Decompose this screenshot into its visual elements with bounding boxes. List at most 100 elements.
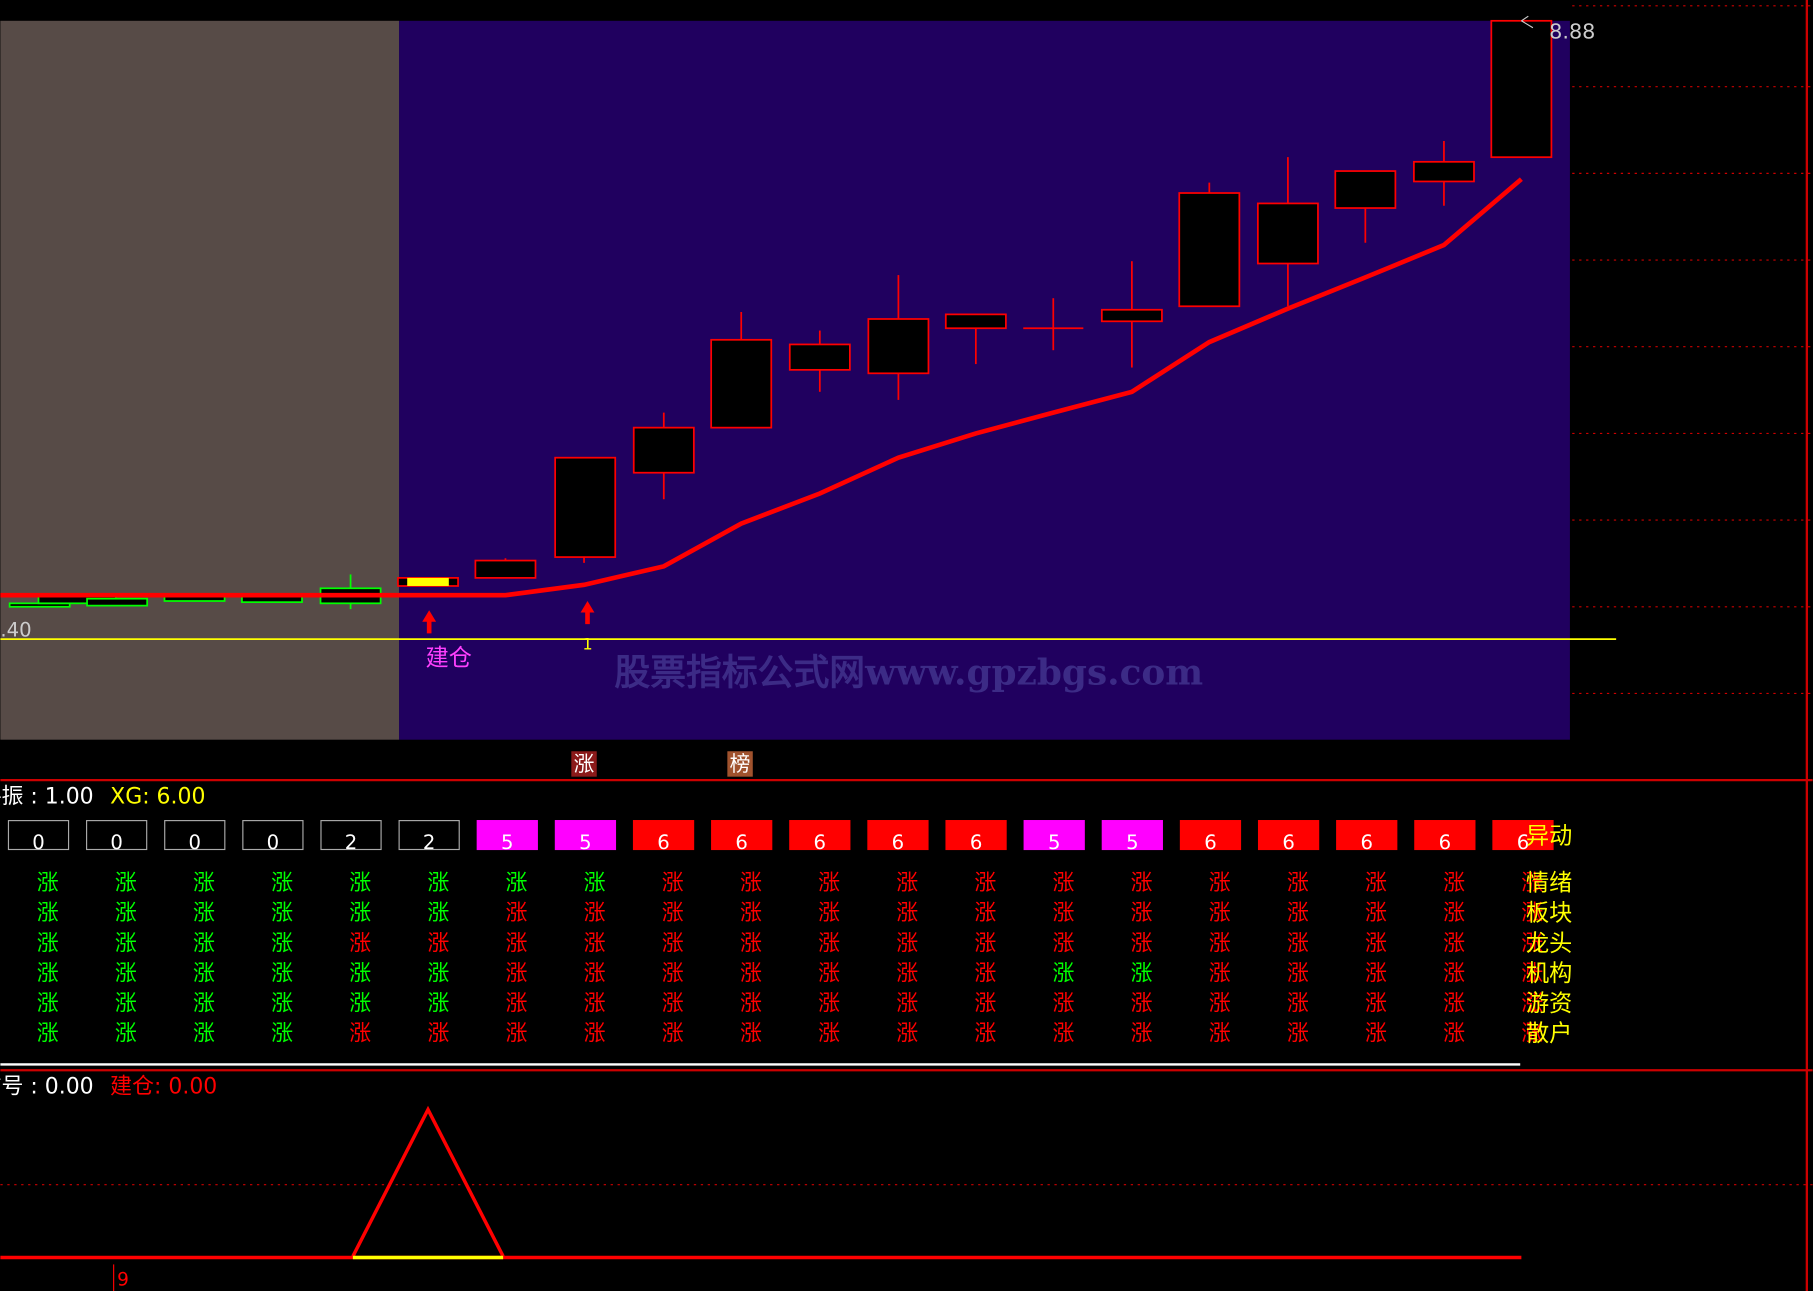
score-box [1023,820,1085,851]
score-box [554,820,617,851]
cell: 涨 [662,931,684,956]
cell: 涨 [427,901,449,926]
cell: 涨 [1287,1021,1309,1046]
moving-average [0,177,1523,598]
cell: 涨 [193,1021,215,1046]
score: 6 [1282,831,1295,854]
score: 6 [657,831,670,854]
score: 5 [1048,831,1061,854]
cell: 涨 [896,931,918,956]
cell: 涨 [1521,931,1543,956]
score-box [476,820,538,851]
score-box [1492,820,1554,851]
score-box [1336,820,1398,851]
cell: 涨 [37,931,59,956]
indicator-header: 共振 : 1.00 [0,784,94,809]
score-box [867,820,929,851]
cell: 涨 [584,1021,606,1046]
cell: 涨 [818,961,840,986]
score-box [1257,820,1320,851]
score: 5 [579,831,592,854]
axis-grid [0,5,1813,1186]
buy-arrow [422,610,437,634]
cell: 涨 [818,871,840,896]
cell: 涨 [662,991,684,1016]
cell: 涨 [584,871,606,896]
cell: 涨 [1443,1021,1465,1046]
score-box [632,820,695,851]
tag: 榜 [730,752,751,776]
cell: 涨 [740,1021,762,1046]
score-box [164,820,226,851]
cell: 涨 [506,961,528,986]
cell: 涨 [974,991,996,1016]
cell: 涨 [1209,871,1231,896]
cell: 涨 [349,1021,371,1046]
score: 6 [1204,831,1217,854]
row-label: 龙头 [1526,931,1572,957]
cell: 涨 [974,931,996,956]
cell: 涨 [1131,871,1153,896]
score-box [1414,820,1476,851]
cell: 涨 [1287,901,1309,926]
candles [397,19,1553,587]
history-region [0,20,400,740]
cell: 涨 [1131,901,1153,926]
indicator-xg: XG: 6.00 [110,784,205,809]
cell: 涨 [349,871,371,896]
cell: 涨 [1521,871,1543,896]
high-pointer [1521,15,1534,29]
cell: 涨 [271,1021,293,1046]
cell: 涨 [37,1021,59,1046]
cell: 涨 [1209,991,1231,1016]
cell: 涨 [584,961,606,986]
buy-arrow [580,601,595,625]
cell: 涨 [115,871,137,896]
cell: 涨 [427,961,449,986]
row-label: 散户 [1526,1021,1572,1047]
cell: 涨 [506,871,528,896]
score: 0 [32,831,45,854]
score: 6 [1517,831,1530,854]
score: 6 [892,831,905,854]
cell: 涨 [1131,931,1153,956]
cell: 涨 [662,871,684,896]
cell: 涨 [193,991,215,1016]
score: 2 [423,831,435,854]
bottom-label: 9 [117,1270,129,1291]
cell: 涨 [1052,871,1074,896]
score: 5 [1126,831,1139,854]
signal-build: 建仓: 0.00 [110,1075,217,1100]
score: 6 [970,831,983,854]
cell: 涨 [37,871,59,896]
row-label: 游资 [1526,991,1572,1017]
cell: 涨 [1131,961,1153,986]
cell: 涨 [1443,961,1465,986]
cell: 涨 [740,901,762,926]
cell: 涨 [740,991,762,1016]
cell: 涨 [37,961,59,986]
cell: 涨 [1209,961,1231,986]
score-box [945,820,1007,851]
cell: 涨 [974,1021,996,1046]
cell: 涨 [1443,991,1465,1016]
cell: 涨 [427,931,449,956]
cell: 涨 [1365,871,1387,896]
score: 2 [345,831,358,854]
low-label: .40 [0,619,31,642]
cell: 涨 [662,961,684,986]
cell: 涨 [115,931,137,956]
cell: 涨 [37,901,59,926]
cell: 涨 [740,871,762,896]
cell: 涨 [427,991,449,1016]
cell: 涨 [896,991,918,1016]
cell: 涨 [740,931,762,956]
cell: 涨 [1209,1021,1231,1046]
score-box [320,820,382,851]
row-label: 机构 [1526,961,1572,987]
cell: 涨 [818,931,840,956]
cell: 涨 [271,961,293,986]
cell: 涨 [974,871,996,896]
cell: 涨 [506,991,528,1016]
